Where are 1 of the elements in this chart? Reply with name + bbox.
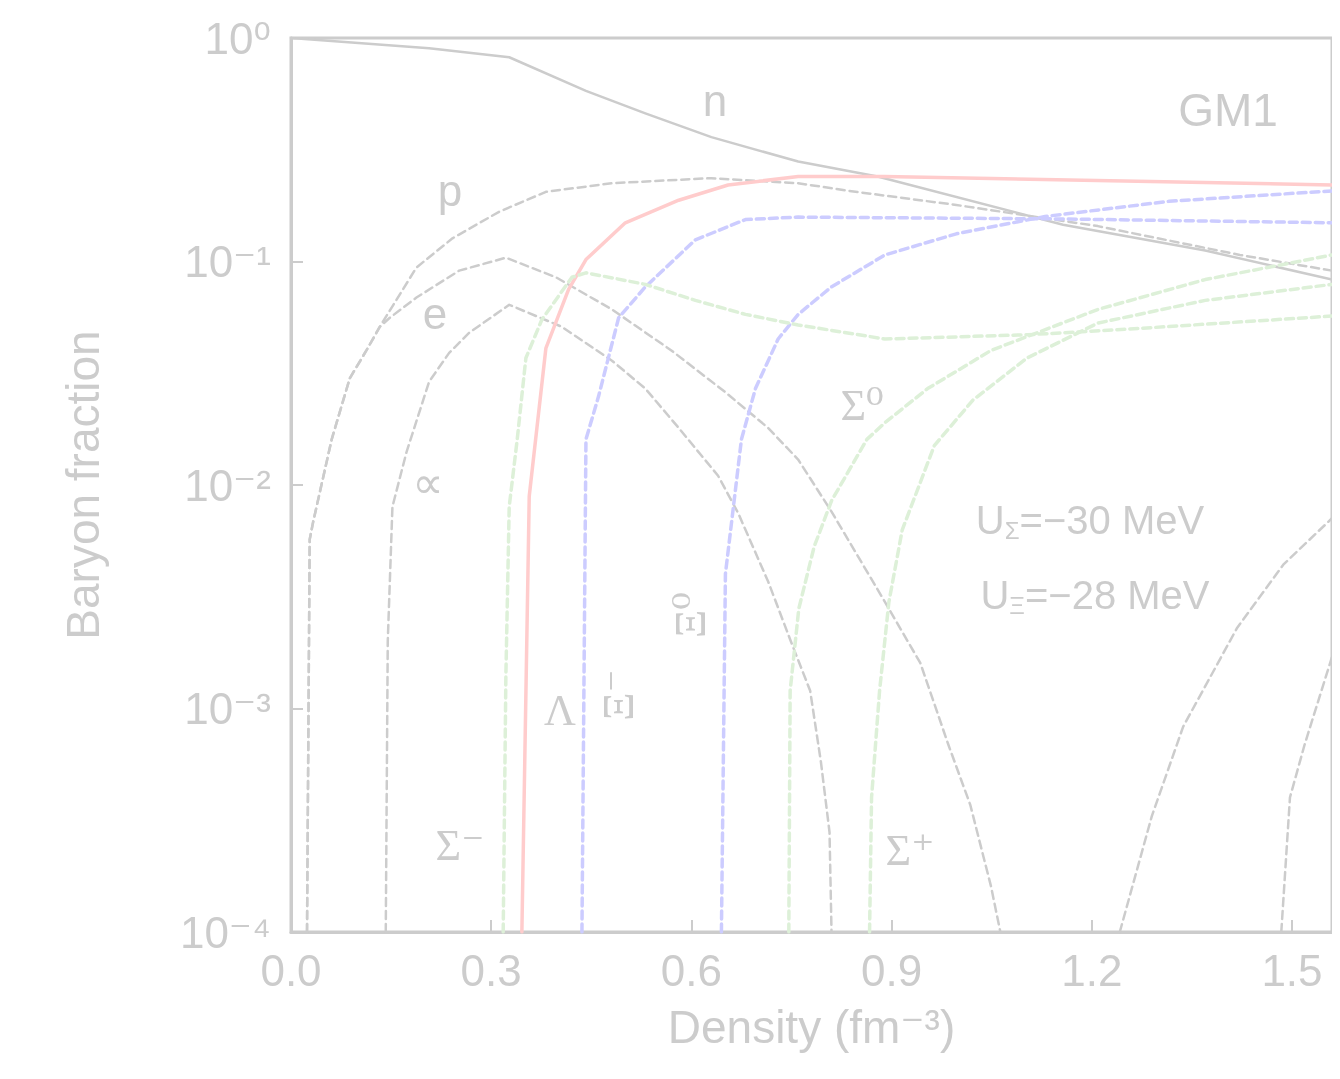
series-label: ∝ — [412, 457, 444, 507]
